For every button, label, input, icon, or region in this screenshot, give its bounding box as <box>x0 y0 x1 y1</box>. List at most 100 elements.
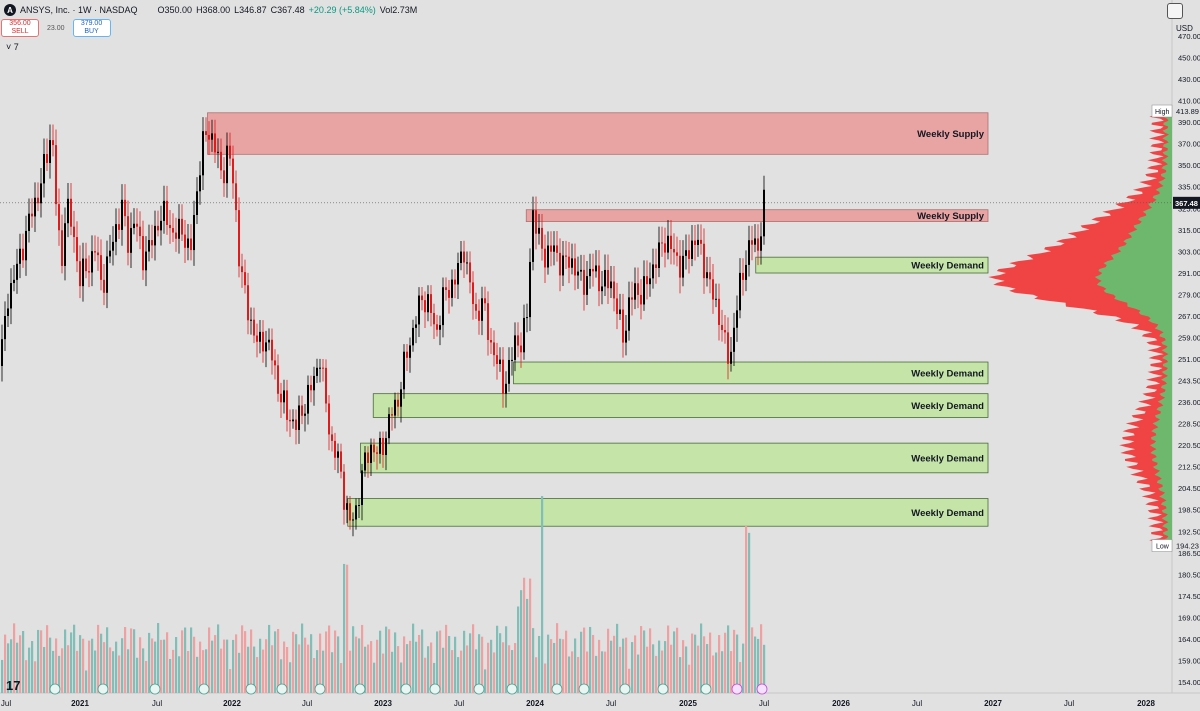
earnings-badge-icon <box>314 683 326 695</box>
x-tick-label: 2022 <box>223 699 241 708</box>
candle-body <box>445 287 447 290</box>
volume-bar <box>349 650 352 693</box>
indicators-toggle[interactable]: ˅ 7 <box>6 42 19 52</box>
volume-bar <box>340 663 343 693</box>
candle-body <box>430 294 432 313</box>
candle-body <box>673 249 675 253</box>
settings-gear-icon[interactable] <box>1167 3 1183 19</box>
candle-body <box>682 255 684 278</box>
sell-button[interactable]: 356.00 SELL <box>1 19 39 37</box>
candle-body <box>241 266 243 273</box>
candle-body <box>316 367 318 376</box>
candle-body <box>622 309 624 343</box>
candle-body <box>715 298 717 300</box>
volume-bar <box>118 655 121 693</box>
volume-bar <box>13 623 16 693</box>
volume-bar <box>358 638 361 693</box>
volume-bar <box>664 641 667 693</box>
volume-bar <box>61 648 64 693</box>
candle-body <box>79 261 81 287</box>
candle-body <box>361 470 363 506</box>
currency-label[interactable]: USD <box>1176 24 1193 33</box>
candle-body <box>583 269 585 295</box>
volume-bar <box>565 630 568 693</box>
candle-body <box>697 239 699 245</box>
candle-body <box>310 384 312 391</box>
y-tick-label: 198.50 <box>1178 506 1200 515</box>
volume-bar <box>97 624 100 693</box>
candle-body <box>73 226 75 238</box>
candle-body <box>121 199 123 230</box>
volume-bar <box>280 659 283 693</box>
candle-body <box>409 345 411 358</box>
candle-body <box>670 235 672 250</box>
volume-bar <box>271 645 274 693</box>
y-tick-label: 186.50 <box>1178 549 1200 558</box>
volume-bar <box>214 635 217 693</box>
volume-bar <box>601 651 604 693</box>
candle-body <box>496 355 498 364</box>
volume-bar <box>184 627 187 693</box>
volume-bar <box>739 662 742 693</box>
candle-body <box>619 309 621 315</box>
volume-bar <box>574 638 577 693</box>
volume-bar <box>604 651 607 693</box>
volume-bar <box>127 649 130 693</box>
earnings-badge-icon <box>551 683 563 695</box>
candle-body <box>343 471 345 510</box>
candle-body <box>124 199 126 217</box>
volume-bar <box>547 634 550 693</box>
volume-bar <box>208 627 211 693</box>
x-tick-label: Jul <box>454 699 464 708</box>
demand-zone <box>347 498 989 527</box>
candle-body <box>112 241 114 251</box>
sell-price: 356.00 <box>9 20 31 27</box>
candle-body <box>301 405 303 416</box>
volume-bar <box>751 627 754 693</box>
volume-bar <box>181 630 184 693</box>
candle-body <box>676 252 678 256</box>
volume-bar <box>52 650 55 693</box>
symbol-title[interactable]: ANSYS, Inc. · 1W · NASDAQ <box>20 5 138 15</box>
candle-body <box>376 452 378 454</box>
candle-body <box>691 240 693 259</box>
buy-button[interactable]: 379.00 BUY <box>72 19 111 37</box>
candle-body <box>1 339 3 366</box>
y-tick-label: 180.50 <box>1178 570 1200 579</box>
volume-bar <box>421 629 424 693</box>
volume-bar <box>70 632 73 693</box>
candle-body <box>628 297 630 331</box>
volume-bar <box>754 636 757 693</box>
volume-bar <box>520 590 523 693</box>
volume-bar <box>274 631 277 693</box>
candle-body <box>289 419 291 422</box>
volume-bar <box>592 634 595 693</box>
y-tick-label: 259.00 <box>1178 333 1200 342</box>
volume-bar <box>322 650 325 693</box>
volume-bar <box>4 634 7 693</box>
demand-zone-label: Weekly Demand <box>911 453 984 464</box>
volume-bar <box>361 624 364 693</box>
candle-body <box>763 189 765 237</box>
candle-body <box>664 243 666 253</box>
candle-body <box>724 330 726 333</box>
volume-bar <box>598 639 601 693</box>
candle-body <box>172 228 174 233</box>
volume-bar <box>37 629 40 693</box>
volume-bar <box>697 645 700 693</box>
x-tick-label: Jul <box>152 699 162 708</box>
volume-bar <box>385 626 388 693</box>
volume-bar <box>433 662 436 693</box>
volume-bar <box>328 625 331 693</box>
candle-body <box>256 335 258 342</box>
volume-bar <box>451 650 454 693</box>
volume-bar <box>619 646 622 693</box>
volume-bar <box>199 641 202 693</box>
volume-bar <box>655 655 658 693</box>
y-tick-label: 220.50 <box>1178 441 1200 450</box>
candle-body <box>169 224 171 229</box>
candle-body <box>319 367 321 369</box>
candle-body <box>37 197 39 204</box>
volume-bar <box>352 626 355 693</box>
